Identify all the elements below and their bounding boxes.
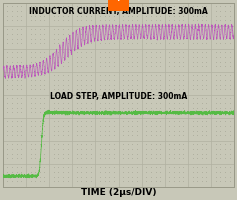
Text: INDUCTOR CURRENT, AMPLITUDE: 300mA: INDUCTOR CURRENT, AMPLITUDE: 300mA (29, 7, 208, 16)
Text: T: T (116, 0, 121, 3)
X-axis label: TIME (2μs/DIV): TIME (2μs/DIV) (81, 188, 156, 197)
Text: LOAD STEP, AMPLITUDE: 300mA: LOAD STEP, AMPLITUDE: 300mA (50, 92, 187, 101)
